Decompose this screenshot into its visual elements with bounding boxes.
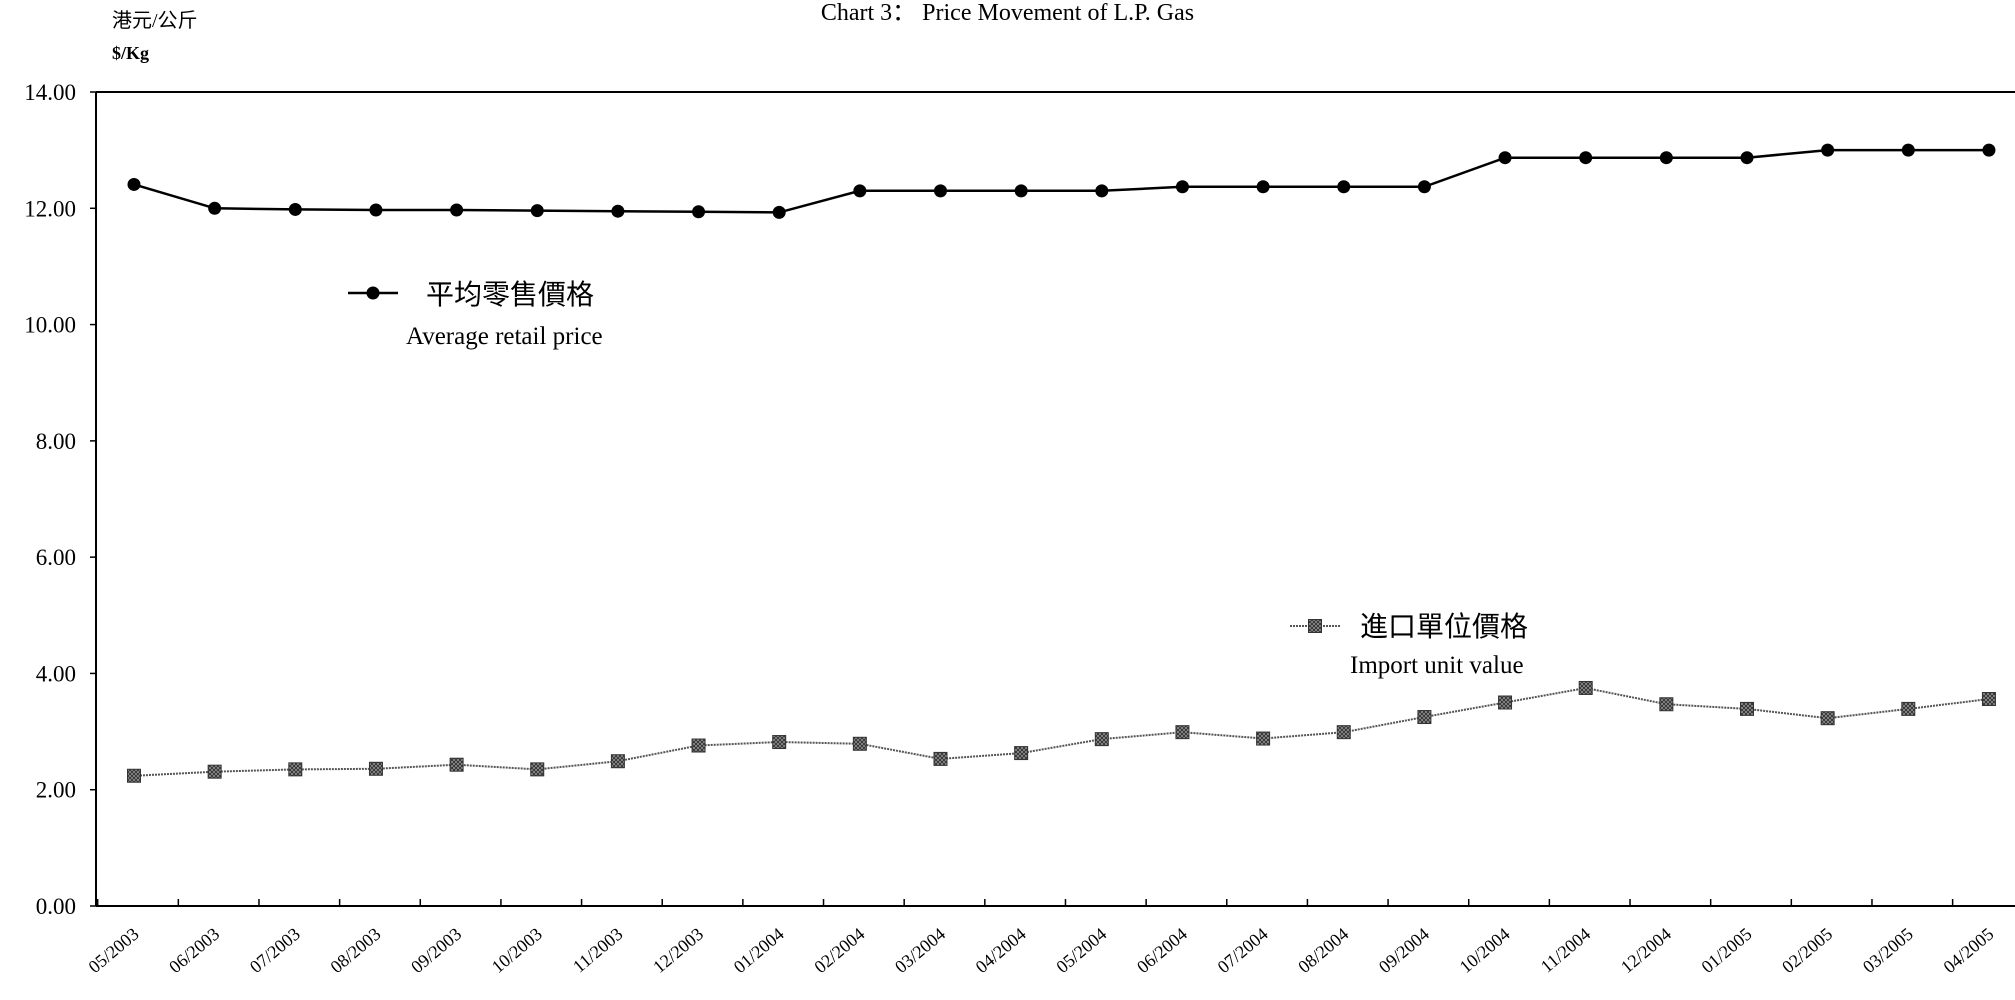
data-point-import — [1981, 692, 1996, 707]
legend: 平均零售價格 Average retail price 進口單位價格 Import u… — [348, 279, 1528, 679]
data-point-retail — [1175, 180, 1189, 194]
x-tick-label: 04/2004 — [972, 924, 1030, 977]
data-point-retail — [1014, 184, 1028, 198]
x-tick-label: 06/2004 — [1133, 924, 1191, 977]
legend-label-import-en: Import unit value — [1350, 652, 1524, 679]
x-tick-label: 04/2005 — [1939, 924, 1997, 977]
y-tick-label: 2.00 — [36, 778, 76, 803]
data-point-import — [610, 754, 625, 769]
data-point-retail — [1256, 180, 1270, 194]
data-point-import — [1175, 725, 1190, 740]
data-point-retail — [611, 204, 625, 218]
data-point-retail — [934, 184, 947, 198]
data-point-import — [207, 764, 222, 779]
x-tick-label: 05/2003 — [85, 924, 143, 977]
data-point-import — [1094, 732, 1109, 747]
data-point-retail — [208, 201, 222, 215]
data-point-retail — [450, 203, 464, 217]
data-point-import — [852, 736, 867, 751]
data-point-import — [1336, 725, 1351, 740]
x-tick-label: 01/2005 — [1698, 924, 1756, 977]
data-point-retail — [1821, 143, 1835, 157]
x-tick-label: 01/2004 — [730, 924, 788, 977]
y-tick-label: 4.00 — [36, 661, 76, 686]
x-tick-label: 11/2003 — [569, 924, 627, 977]
y-tick-label: 12.00 — [24, 196, 76, 221]
data-point-import — [1014, 746, 1029, 761]
data-point-retail — [288, 202, 302, 216]
y-tick-label: 14.00 — [24, 80, 76, 105]
y-tick-label: 8.00 — [36, 429, 76, 454]
x-tick-label: 12/2003 — [649, 924, 707, 977]
data-point-retail — [1337, 180, 1351, 194]
data-point-import — [1901, 701, 1916, 716]
x-tick-label: 09/2004 — [1375, 924, 1433, 977]
x-tick-label: 09/2003 — [407, 924, 465, 977]
data-point-import — [288, 762, 303, 777]
y-unit-label-zh: 港元/公斤 — [112, 10, 198, 32]
data-point-import — [368, 761, 383, 776]
data-point-retail — [1740, 151, 1754, 165]
legend-label-retail-zh: 平均零售價格 — [426, 279, 594, 311]
data-point-import — [691, 738, 706, 753]
data-point-import — [1740, 701, 1754, 716]
x-tick-label: 05/2004 — [1052, 924, 1110, 977]
data-point-retail — [1417, 180, 1431, 194]
data-point-retail — [853, 184, 867, 198]
x-tick-label: 07/2003 — [246, 924, 304, 977]
x-tick-label: 03/2005 — [1859, 924, 1917, 977]
axes: 0.00 2.00 4.00 6.00 8.00 10.00 12.00 14.00 05/20… — [24, 80, 2015, 977]
legend-marker-retail — [366, 286, 380, 300]
x-tick-label: 02/2005 — [1778, 924, 1836, 977]
data-point-retail — [1579, 151, 1593, 165]
data-point-import — [772, 735, 787, 750]
series-layer — [127, 143, 1996, 783]
data-point-retail — [369, 203, 383, 217]
x-tick-label: 08/2004 — [1294, 924, 1352, 977]
chart-title: Chart 3： Price Movement of L.P. Gas — [820, 0, 1195, 26]
x-tick-label: 03/2004 — [891, 924, 949, 977]
data-point-retail — [772, 205, 786, 219]
data-point-import — [127, 768, 141, 783]
data-point-import — [1417, 710, 1432, 725]
data-point-retail — [692, 205, 706, 219]
data-point-import — [1498, 695, 1513, 710]
data-point-retail — [1901, 143, 1915, 157]
data-point-retail — [530, 204, 544, 218]
data-point-import — [530, 762, 545, 777]
series-line-import — [133, 686, 1990, 777]
y-tick-label: 6.00 — [36, 545, 76, 570]
data-point-retail — [1982, 143, 1996, 157]
data-point-import — [1256, 731, 1271, 746]
x-tick-label: 08/2003 — [326, 924, 384, 977]
x-tick-label: 10/2003 — [488, 924, 546, 977]
data-point-import — [1578, 680, 1593, 695]
x-tick-label: 06/2003 — [165, 924, 223, 977]
legend-label-retail-en: Average retail price — [406, 323, 603, 350]
data-point-import — [449, 757, 464, 772]
series-line-retail — [133, 148, 1989, 214]
x-tick-label: 07/2004 — [1214, 924, 1272, 977]
data-point-import — [1820, 711, 1835, 726]
y-tick-label: 10.00 — [24, 313, 76, 338]
x-tick-label: 11/2004 — [1537, 924, 1595, 977]
x-tick-label: 02/2004 — [810, 924, 868, 977]
data-point-retail — [1498, 151, 1512, 165]
y-unit-label-en: $/Kg — [112, 43, 150, 63]
x-tick-label: 10/2004 — [1456, 924, 1514, 977]
x-tick-label: 12/2004 — [1617, 924, 1675, 977]
legend-label-import-zh: 進口單位價格 — [1360, 611, 1528, 643]
data-point-retail — [127, 177, 141, 191]
data-point-import — [1659, 697, 1674, 712]
data-point-import — [933, 751, 948, 766]
y-tick-label: 0.00 — [36, 894, 76, 919]
legend-marker-import — [1308, 619, 1322, 633]
data-point-retail — [1659, 151, 1673, 165]
data-point-retail — [1095, 184, 1109, 198]
